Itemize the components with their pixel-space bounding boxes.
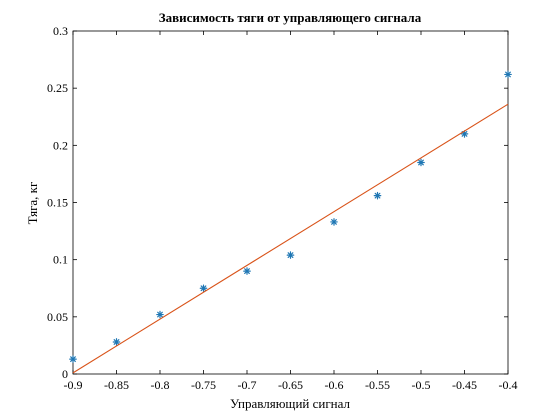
x-tick-label: -0.85: [104, 378, 129, 392]
x-tick-label: -0.65: [278, 378, 303, 392]
x-tick-label: -0.7: [238, 378, 257, 392]
x-tick-label: -0.4: [499, 378, 518, 392]
y-tick-label: 0.05: [47, 310, 68, 324]
data-point: [286, 251, 295, 259]
y-axis-label: Тяга, кг: [25, 182, 40, 225]
x-axis-label: Управляющий сигнал: [230, 396, 351, 411]
y-tick-label: 0.15: [47, 196, 68, 210]
x-tick-label: -0.55: [365, 378, 390, 392]
y-tick-label: 0: [62, 367, 68, 381]
x-tick-label: -0.6: [325, 378, 344, 392]
data-point: [156, 310, 164, 319]
data-point: [112, 338, 121, 346]
data-point: [330, 218, 338, 226]
x-tick-label: -0.5: [412, 378, 431, 392]
x-tick-label: -0.8: [151, 378, 170, 392]
x-axis-ticks: -0.9 -0.85 -0.8 -0.75 -0.7 -0.65 -0.6 -0.55 -0.5…: [64, 31, 518, 392]
data-point: [199, 284, 208, 293]
data-point: [69, 355, 77, 363]
data-point: [504, 70, 512, 79]
x-tick-label: -0.75: [191, 378, 216, 392]
x-tick-label: -0.9: [64, 378, 83, 392]
y-tick-label: 0.1: [53, 253, 68, 267]
y-tick-label: 0.25: [47, 81, 68, 95]
data-point: [417, 158, 425, 167]
series-layer: [69, 70, 512, 374]
chart-title: Зависимость тяги от управляющего сигнала: [159, 10, 422, 25]
data-point: [243, 267, 251, 275]
x-tick-label: -0.45: [452, 378, 477, 392]
y-axis-ticks: 0 0.05 0.1 0.15 0.2 0.25 0.3: [47, 24, 508, 381]
plot-area: [72, 30, 509, 375]
fit-line: [72, 103, 509, 374]
data-point: [373, 191, 382, 200]
y-tick-label: 0.3: [53, 24, 68, 38]
y-tick-label: 0.2: [53, 138, 68, 152]
